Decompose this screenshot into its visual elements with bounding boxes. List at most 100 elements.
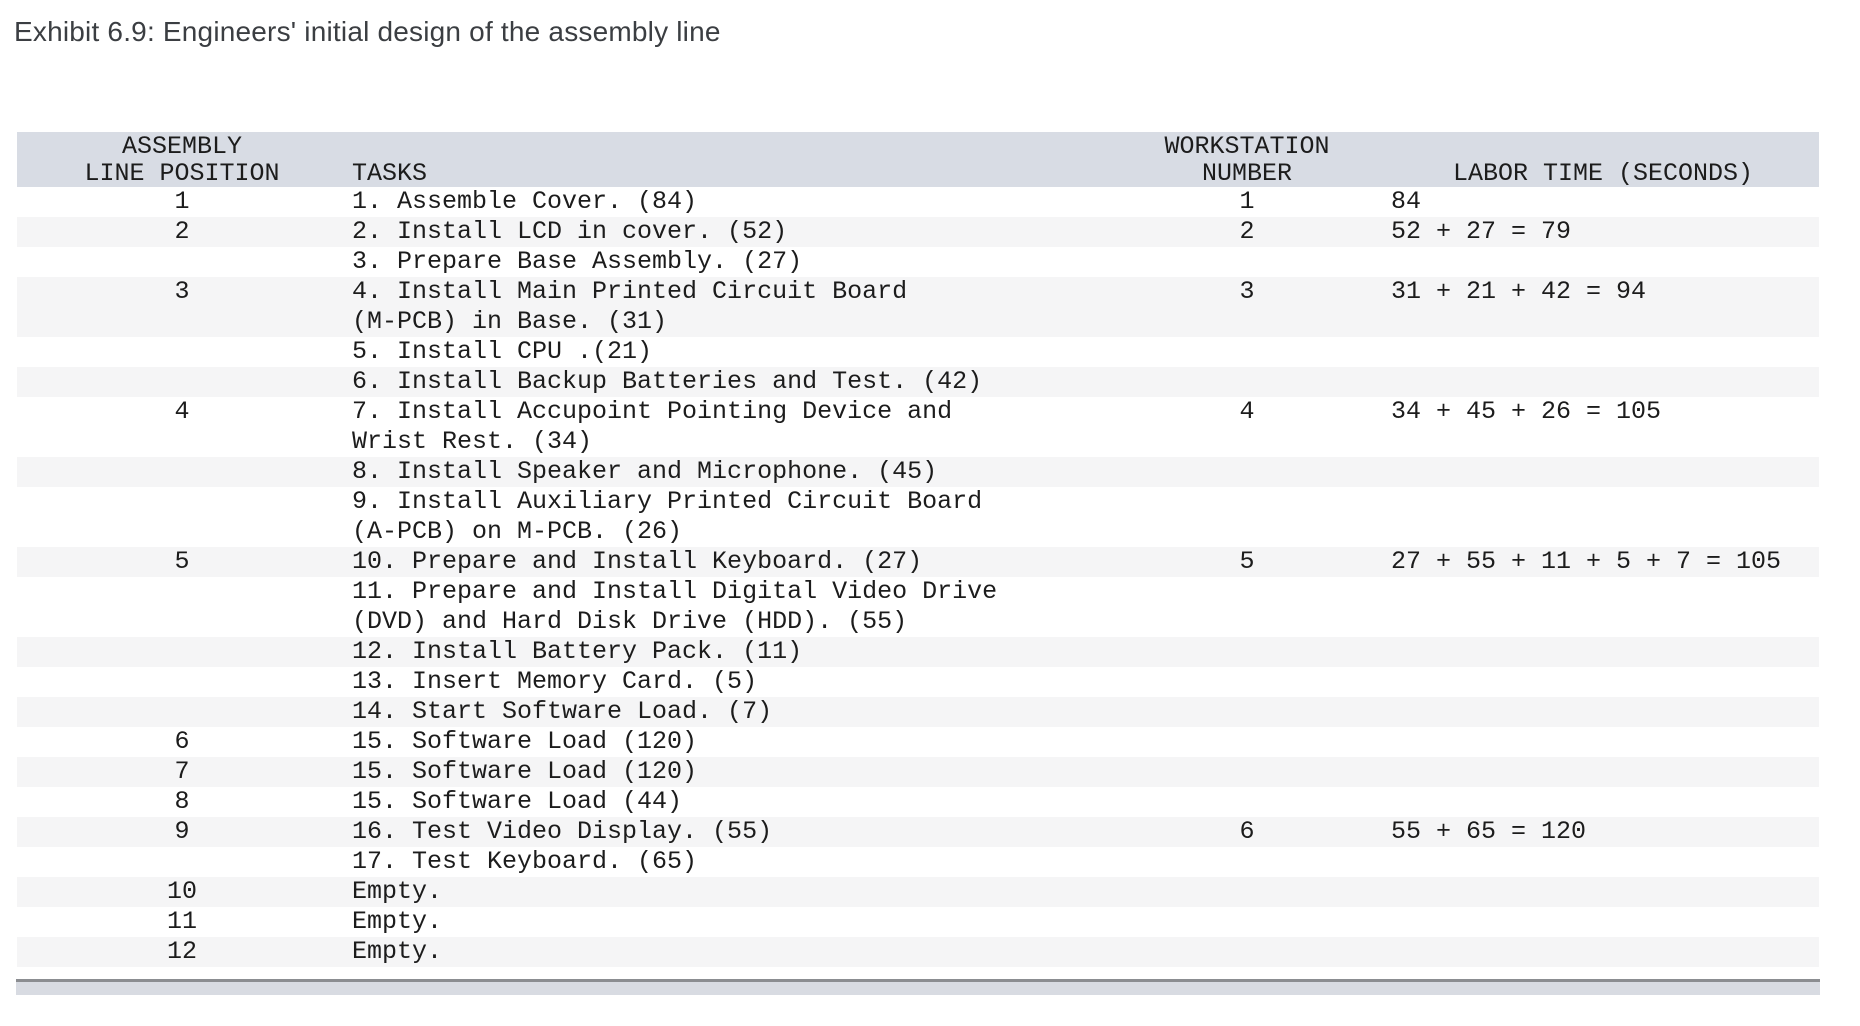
cell-labor-time xyxy=(1387,457,1819,487)
header-row: ASSEMBLY LINE POSITION TASKS WORKSTATION N… xyxy=(17,132,1819,187)
cell-labor-time xyxy=(1387,907,1819,937)
cell-labor-time: 55 + 65 = 120 xyxy=(1391,817,1587,846)
header-workstation-number: WORKSTATION NUMBER xyxy=(1107,132,1387,187)
cell-tasks: 15. Software Load (44) xyxy=(352,787,683,816)
cell-assembly-line-position: 12 xyxy=(166,937,197,966)
cell-workstation-number xyxy=(1107,877,1387,907)
header-assembly-line-position: ASSEMBLY LINE POSITION xyxy=(17,132,347,187)
table-row: 6. Install Backup Batteries and Test. (4… xyxy=(17,367,1819,397)
cell-labor-time xyxy=(1387,877,1819,907)
table-row: 10 Empty. xyxy=(17,877,1819,907)
table-row: 8. Install Speaker and Microphone. (45) xyxy=(17,457,1819,487)
cell-workstation-number: 4 xyxy=(1239,397,1255,426)
table-row: 14. Start Software Load. (7) xyxy=(17,697,1819,727)
cell-assembly-line-position xyxy=(17,637,347,667)
cell-labor-time xyxy=(1387,637,1819,667)
cell-workstation-number: 1 xyxy=(1239,187,1255,216)
cell-tasks: 2. Install LCD in cover. (52) xyxy=(352,217,788,246)
cell-tasks: Empty. xyxy=(352,907,443,936)
cell-labor-time xyxy=(1387,577,1819,637)
header-assembly-line-position-line2: LINE POSITION xyxy=(84,159,280,188)
table-row: 3 4. Install Main Printed Circuit Board (… xyxy=(17,277,1819,337)
cell-labor-time xyxy=(1387,247,1819,277)
cell-labor-time: 27 + 55 + 11 + 5 + 7 = 105 xyxy=(1391,547,1782,576)
cell-labor-time xyxy=(1387,667,1819,697)
cell-assembly-line-position: 11 xyxy=(166,907,197,936)
cell-tasks: 10. Prepare and Install Keyboard. (27) xyxy=(352,547,923,576)
cell-workstation-number xyxy=(1107,367,1387,397)
table-row: 9. Install Auxiliary Printed Circuit Boa… xyxy=(17,487,1819,547)
cell-workstation-number xyxy=(1107,457,1387,487)
cell-assembly-line-position: 9 xyxy=(174,817,190,846)
cell-tasks: 16. Test Video Display. (55) xyxy=(352,817,773,846)
cell-workstation-number xyxy=(1107,787,1387,817)
cell-workstation-number xyxy=(1107,577,1387,637)
cell-labor-time: 52 + 27 = 79 xyxy=(1391,217,1572,246)
header-workstation-line1: WORKSTATION xyxy=(1164,132,1330,161)
cell-assembly-line-position: 6 xyxy=(174,727,190,756)
cell-workstation-number xyxy=(1107,637,1387,667)
cell-assembly-line-position: 3 xyxy=(174,277,190,306)
cell-workstation-number xyxy=(1107,757,1387,787)
table-row: 5. Install CPU .(21) xyxy=(17,337,1819,367)
header-assembly-line-position-line1: ASSEMBLY xyxy=(121,132,243,161)
table-row: 9 16. Test Video Display. (55) 6 55 + 65 = … xyxy=(17,817,1819,847)
table-row: 2 2. Install LCD in cover. (52) 2 52 + 27 =… xyxy=(17,217,1819,247)
cell-workstation-number xyxy=(1107,337,1387,367)
table-row: 12 Empty. xyxy=(17,937,1819,967)
assembly-line-table: ASSEMBLY LINE POSITION TASKS WORKSTATION N… xyxy=(17,132,1819,967)
cell-labor-time xyxy=(1387,337,1819,367)
cell-tasks: 6. Install Backup Batteries and Test. (4… xyxy=(352,367,983,396)
cell-labor-time xyxy=(1387,787,1819,817)
table-row: 7 15. Software Load (120) xyxy=(17,757,1819,787)
header-tasks-label: TASKS xyxy=(352,159,428,188)
cell-tasks: 15. Software Load (120) xyxy=(352,727,698,756)
cell-assembly-line-position: 10 xyxy=(166,877,197,906)
cell-assembly-line-position xyxy=(17,487,347,547)
table-row: 4 7. Install Accupoint Pointing Device an… xyxy=(17,397,1819,457)
cell-assembly-line-position: 8 xyxy=(174,787,190,816)
cell-assembly-line-position xyxy=(17,577,347,637)
table-row: 3. Prepare Base Assembly. (27) xyxy=(17,247,1819,277)
header-labor-time: LABOR TIME (SECONDS) xyxy=(1387,132,1819,187)
cell-tasks: 11. Prepare and Install Digital Video Dr… xyxy=(352,577,998,636)
cell-workstation-number xyxy=(1107,727,1387,757)
cell-workstation-number xyxy=(1107,667,1387,697)
cell-tasks: 5. Install CPU .(21) xyxy=(352,337,653,366)
header-workstation-line2: NUMBER xyxy=(1201,159,1292,188)
table-row: 5 10. Prepare and Install Keyboard. (27) 5… xyxy=(17,547,1819,577)
cell-assembly-line-position xyxy=(17,667,347,697)
table-body: 1 1. Assemble Cover. (84) 1 8 4 2 2. Install L… xyxy=(17,187,1819,967)
cell-tasks: 12. Install Battery Pack. (11) xyxy=(352,637,803,666)
cell-tasks: 7. Install Accupoint Pointing Device and… xyxy=(352,397,953,456)
cell-assembly-line-position xyxy=(17,847,347,877)
cell-tasks: 17. Test Keyboard. (65) xyxy=(352,847,698,876)
cell-assembly-line-position: 1 xyxy=(174,187,190,216)
cell-tasks: 8. Install Speaker and Microphone. (45) xyxy=(352,457,938,486)
cell-labor-time xyxy=(1387,757,1819,787)
cell-workstation-number: 5 xyxy=(1239,547,1255,576)
cell-tasks: 4. Install Main Printed Circuit Board (M… xyxy=(352,277,908,336)
cell-labor-time xyxy=(1387,727,1819,757)
cell-labor-time xyxy=(1387,937,1819,967)
cell-workstation-number xyxy=(1107,937,1387,967)
cell-tasks: 1. Assemble Cover. (84) xyxy=(352,187,698,216)
cell-workstation-number xyxy=(1107,847,1387,877)
cell-assembly-line-position: 5 xyxy=(174,547,190,576)
exhibit-title: Exhibit 6.9: Engineers' initial design o… xyxy=(14,16,721,47)
cell-tasks: 9. Install Auxiliary Printed Circuit Boa… xyxy=(352,487,983,546)
cell-labor-time xyxy=(1387,487,1819,547)
cell-assembly-line-position xyxy=(17,247,347,277)
cell-labor-time: 34 + 45 + 26 = 105 xyxy=(1391,397,1662,426)
table-row: 6 15. Software Load (120) xyxy=(17,727,1819,757)
cell-workstation-number xyxy=(1107,697,1387,727)
cell-tasks: 15. Software Load (120) xyxy=(352,757,698,786)
cell-assembly-line-position xyxy=(17,697,347,727)
cell-assembly-line-position: 2 xyxy=(174,217,190,246)
cell-labor-time: 31 + 21 + 42 = 94 xyxy=(1391,277,1647,306)
cell-workstation-number xyxy=(1107,907,1387,937)
horizontal-scrollbar[interactable] xyxy=(16,979,1820,995)
header-labor-time-label: LABOR TIME (SECONDS) xyxy=(1452,159,1754,188)
cell-assembly-line-position: 4 xyxy=(174,397,190,426)
